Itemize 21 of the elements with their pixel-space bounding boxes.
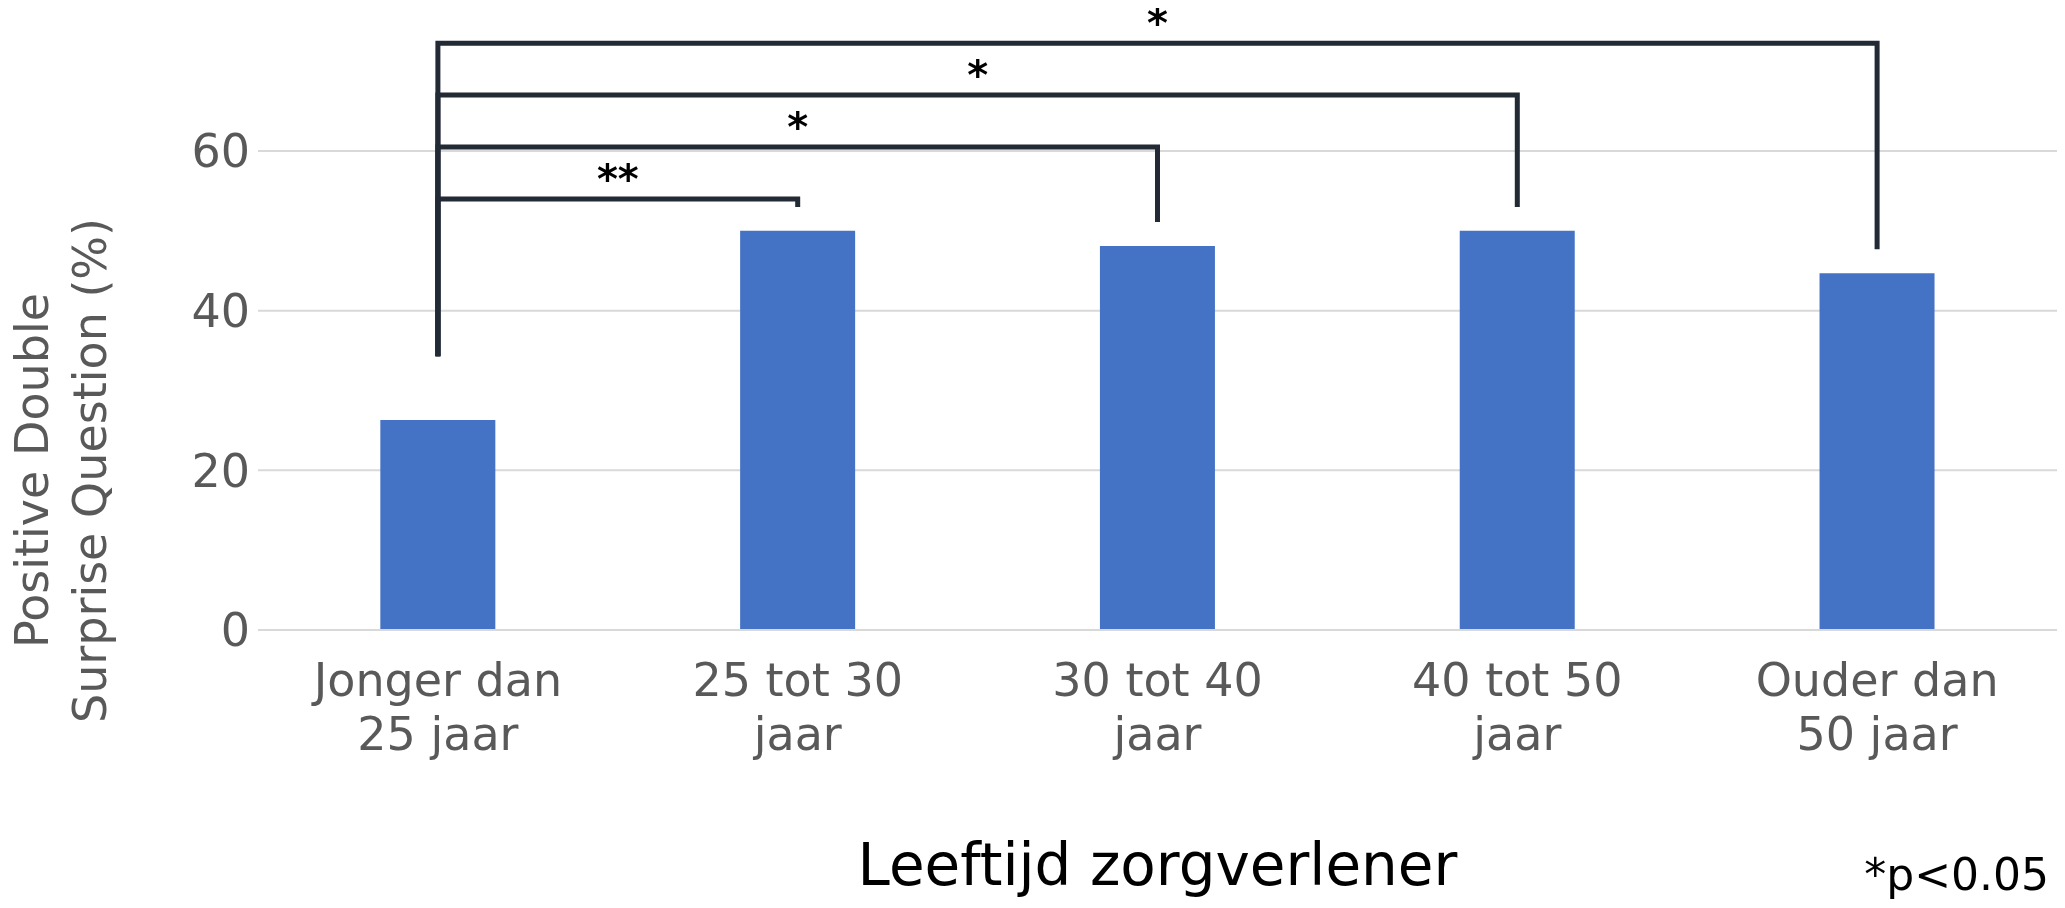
text: * (967, 52, 989, 99)
y-tick-label: 20 (191, 443, 250, 498)
y-axis-title: Positive Double Surprise Question (%) (5, 217, 117, 724)
x-tick-label: 30 tot 40 jaar (1052, 653, 1263, 761)
x-tick-label: Jonger dan 25 jaar (310, 653, 563, 761)
x-tick-label: Ouder dan 50 jaar (1755, 653, 1999, 761)
bar (380, 420, 496, 630)
x-tick-label: 40 tot 50 jaar (1412, 653, 1623, 761)
bar (1819, 273, 1935, 630)
text: * (1147, 0, 1169, 47)
bar (1099, 246, 1215, 630)
y-tick-label: 40 (191, 284, 250, 338)
annotation: ** (596, 155, 639, 202)
text: * (787, 104, 809, 151)
x-axis-title: Leeftijd zorgverlener (857, 831, 1458, 899)
y-tick-label: 0 (220, 603, 250, 658)
bar (740, 230, 856, 630)
x-tick-label: 25 tot 30 jaar (692, 653, 903, 761)
text: *p<0.05 (1864, 849, 2049, 900)
y-tick-label: 60 (191, 124, 250, 179)
bar (1459, 230, 1575, 630)
